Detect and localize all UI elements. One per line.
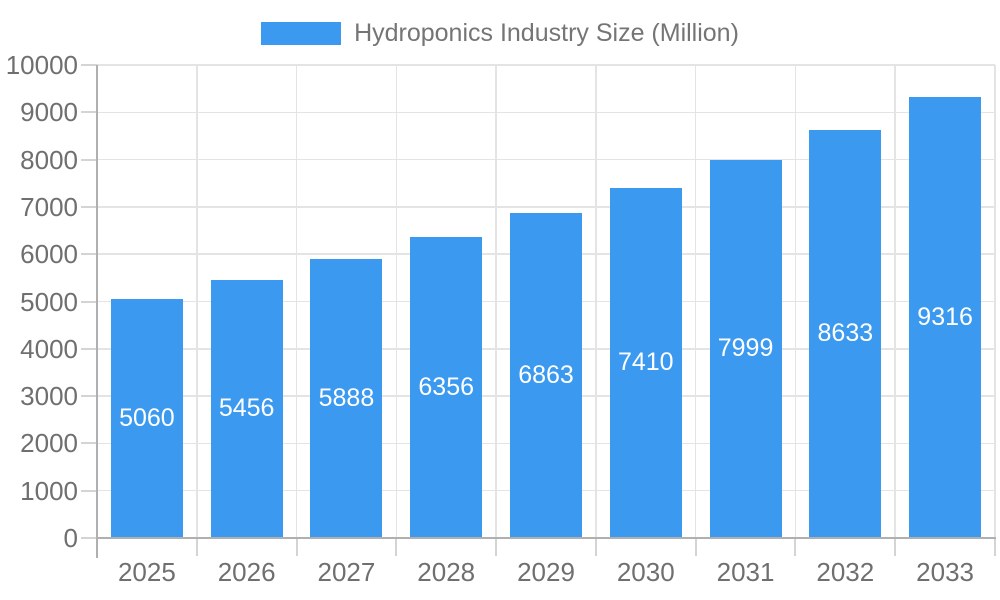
bar-value-label: 5060	[119, 403, 175, 432]
y-axis-tick-0	[81, 537, 97, 539]
bar-2029[interactable]: 6863	[510, 213, 582, 538]
y-axis-label-3000: 3000	[20, 381, 78, 412]
bar-2030[interactable]: 7410	[609, 187, 682, 538]
y-axis-label-2000: 2000	[20, 428, 78, 459]
x-axis-label-2029: 2029	[517, 557, 575, 587]
bar-value-label: 7999	[717, 334, 774, 363]
y-axis-label-6000: 6000	[20, 239, 78, 270]
x-axis-tick-1	[195, 539, 198, 556]
x-axis-tick-3	[395, 539, 398, 556]
y-axis-tick-2000	[81, 442, 97, 445]
x-axis-tick-6	[694, 539, 697, 556]
gridline-h-10000	[97, 64, 995, 66]
y-axis-tick-10000	[81, 64, 97, 66]
x-axis-label-2028: 2028	[417, 557, 476, 587]
bar-value-label: 5888	[318, 384, 375, 413]
y-axis-tick-4000	[81, 347, 97, 350]
y-axis-label-8000: 8000	[20, 144, 78, 175]
y-axis-tick-8000	[81, 158, 97, 161]
x-axis-tick-7	[794, 539, 797, 556]
y-axis-tick-5000	[81, 300, 97, 303]
bar-value-label: 9316	[917, 303, 973, 332]
x-axis-tick-8	[894, 539, 897, 556]
bar-2025[interactable]: 5060	[110, 298, 183, 538]
x-axis-line	[96, 537, 996, 539]
x-axis-label-2026: 2026	[217, 557, 276, 587]
x-axis-tick-5	[594, 539, 597, 556]
bar-2031[interactable]: 7999	[709, 159, 782, 538]
gridline-v-2	[295, 65, 298, 538]
gridline-h-8000	[97, 158, 995, 161]
x-axis-label-2027: 2027	[317, 557, 376, 587]
x-axis-label-2031: 2031	[716, 557, 775, 587]
bar-2028[interactable]: 6356	[410, 237, 483, 538]
bar-value-label: 6356	[418, 373, 475, 402]
y-axis-label-0: 0	[63, 523, 78, 553]
y-axis-label-10000: 10000	[5, 50, 78, 80]
gridline-v-6	[694, 65, 697, 538]
y-axis-line	[96, 65, 98, 558]
bar-value-label: 5456	[218, 394, 275, 423]
y-axis-tick-9000	[81, 111, 97, 114]
x-axis-label-2025: 2025	[117, 557, 176, 587]
gridline-v-7	[794, 65, 797, 538]
x-axis-label-2030: 2030	[616, 557, 675, 587]
legend[interactable]: Hydroponics Industry Size (Million)	[0, 19, 1000, 47]
bar-value-label: 6863	[518, 361, 574, 390]
gridline-v-3	[395, 65, 398, 538]
bar-2027[interactable]: 5888	[310, 259, 383, 538]
x-axis-tick-9	[994, 539, 996, 556]
legend-swatch-icon	[261, 21, 342, 45]
bar-value-label: 7410	[617, 348, 674, 377]
x-axis-tick-4	[495, 539, 498, 556]
gridline-v-5	[595, 65, 597, 538]
y-axis-tick-1000	[81, 489, 97, 492]
gridline-v-9	[994, 65, 996, 538]
gridline-h-7000	[97, 206, 995, 208]
legend-label: Hydroponics Industry Size (Million)	[354, 19, 739, 47]
y-axis-label-5000: 5000	[20, 286, 78, 317]
y-axis-tick-6000	[81, 253, 97, 256]
gridline-h-9000	[97, 111, 995, 114]
gridline-v-8	[894, 65, 896, 538]
y-axis-label-1000: 1000	[20, 475, 78, 506]
bar-value-label: 8633	[817, 319, 874, 348]
y-axis-label-4000: 4000	[20, 333, 78, 364]
bar-2032[interactable]: 8633	[809, 129, 882, 538]
y-axis-label-9000: 9000	[20, 97, 78, 128]
gridline-v-1	[196, 65, 198, 538]
bar-2033[interactable]: 9316	[909, 97, 982, 538]
x-axis-label-2032: 2032	[816, 557, 875, 587]
x-axis-tick-2	[295, 539, 298, 556]
y-axis-tick-7000	[81, 205, 97, 208]
bar-2026[interactable]: 5456	[210, 279, 283, 538]
y-axis-tick-3000	[81, 395, 97, 398]
gridline-v-4	[495, 65, 497, 538]
x-axis-label-2033: 2033	[916, 557, 975, 587]
y-axis-label-7000: 7000	[20, 191, 78, 222]
